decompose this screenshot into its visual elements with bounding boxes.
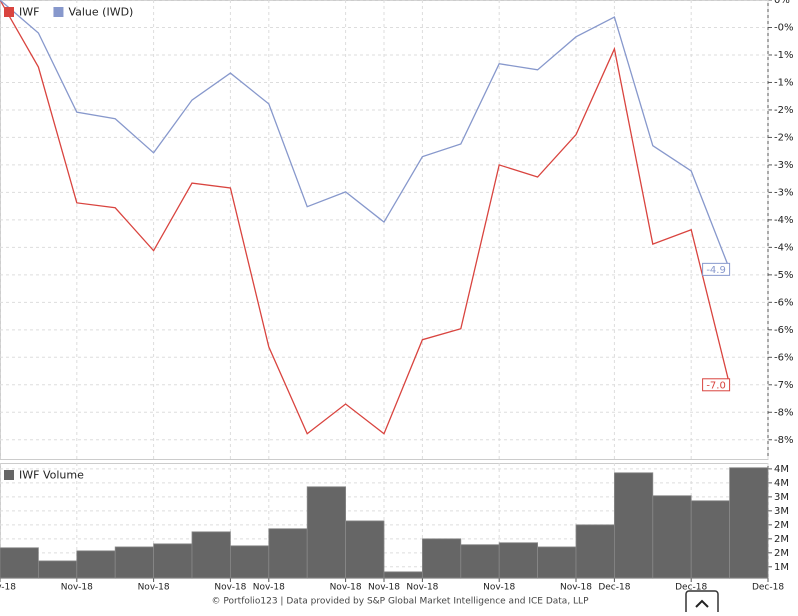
y-tick-label: 3M — [774, 492, 789, 503]
y-tick-label: -8% — [774, 435, 793, 446]
volume-bar — [191, 531, 231, 579]
end-label-box — [702, 378, 731, 392]
x-tick-label: Nov-18 — [560, 583, 592, 593]
y-tick-label: -4% — [774, 215, 793, 226]
y-tick-label: -6% — [774, 352, 793, 363]
end-label: -4.9 — [706, 265, 726, 276]
y-tick-label: -8% — [774, 407, 793, 418]
volume-bar — [306, 486, 347, 579]
volume-bar — [76, 550, 116, 579]
y-tick-label: -1% — [774, 77, 793, 88]
volume-bar — [614, 472, 654, 579]
legend-swatch — [53, 7, 64, 17]
volume-bar — [460, 544, 500, 579]
volume-bar — [421, 538, 462, 579]
y-tick-label: -5% — [774, 270, 793, 281]
y-tick-label: -3% — [774, 187, 793, 198]
x-tick-label: Nov-18 — [406, 583, 438, 593]
y-tick-label: 2M — [774, 520, 789, 531]
x-tick-label: Dec-18 — [598, 583, 630, 593]
y-tick-label: 0% — [774, 0, 790, 6]
volume-bar — [729, 467, 769, 579]
volume-bar — [268, 528, 308, 579]
y-tick-label: -6% — [774, 297, 793, 308]
x-tick-label: Nov-18 — [61, 583, 93, 593]
volume-bar — [345, 520, 385, 579]
volume-bar — [0, 547, 39, 579]
volume-bar — [498, 542, 539, 579]
volume-bar — [114, 546, 154, 579]
volume-bar — [229, 545, 270, 579]
y-tick-label: -4% — [774, 242, 793, 253]
x-tick-label: Nov-18 — [138, 583, 170, 593]
series-line — [0, 0, 731, 270]
legend-label: IWF Volume — [19, 469, 84, 482]
legend-label: IWF — [19, 6, 39, 19]
x-tick-label: Nov-18 — [330, 583, 362, 593]
volume-bar — [383, 571, 423, 579]
scroll-top-button[interactable] — [685, 590, 719, 616]
y-tick-label: -1% — [774, 50, 793, 61]
y-tick-label: 2M — [774, 534, 789, 545]
end-label-box — [702, 262, 731, 276]
x-tick-label: Nov-18 — [483, 583, 515, 593]
footer: © Portfolio123 | Data provided by S&P Gl… — [212, 597, 590, 607]
y-tick-label: 3M — [774, 506, 789, 517]
y-tick-label: -6% — [774, 325, 793, 336]
y-tick-label: 1M — [774, 562, 789, 573]
legend-swatch — [4, 470, 14, 480]
x-tick-label: Nov-18 — [368, 583, 400, 593]
y-tick-label: -2% — [774, 105, 793, 116]
x-tick-label: Dec-18 — [752, 583, 784, 593]
volume-bar — [153, 543, 193, 579]
end-label: -7.0 — [706, 380, 726, 391]
y-tick-label: 4M — [774, 464, 789, 475]
volume-bar — [575, 524, 615, 579]
y-tick-label: 4M — [774, 478, 789, 489]
volume-bar — [537, 546, 577, 579]
x-tick-label: Nov-18 — [214, 583, 246, 593]
volume-bar — [690, 500, 731, 579]
series-line — [0, 0, 731, 435]
y-tick-label: -0% — [774, 22, 793, 33]
y-tick-label: 2M — [774, 548, 789, 559]
y-tick-label: -3% — [774, 160, 793, 171]
legend-swatch — [4, 7, 14, 17]
x-tick-label: Nov-18 — [0, 583, 16, 593]
x-tick-label: Nov-18 — [253, 583, 285, 593]
x-tick-label: Dec-18 — [675, 583, 707, 593]
volume-bar — [38, 560, 78, 579]
y-tick-label: -2% — [774, 132, 793, 143]
legend-label: Value (IWD) — [68, 6, 133, 19]
y-tick-label: -7% — [774, 380, 793, 391]
volume-bar — [652, 495, 692, 579]
chevron-icon[interactable] — [695, 599, 709, 608]
